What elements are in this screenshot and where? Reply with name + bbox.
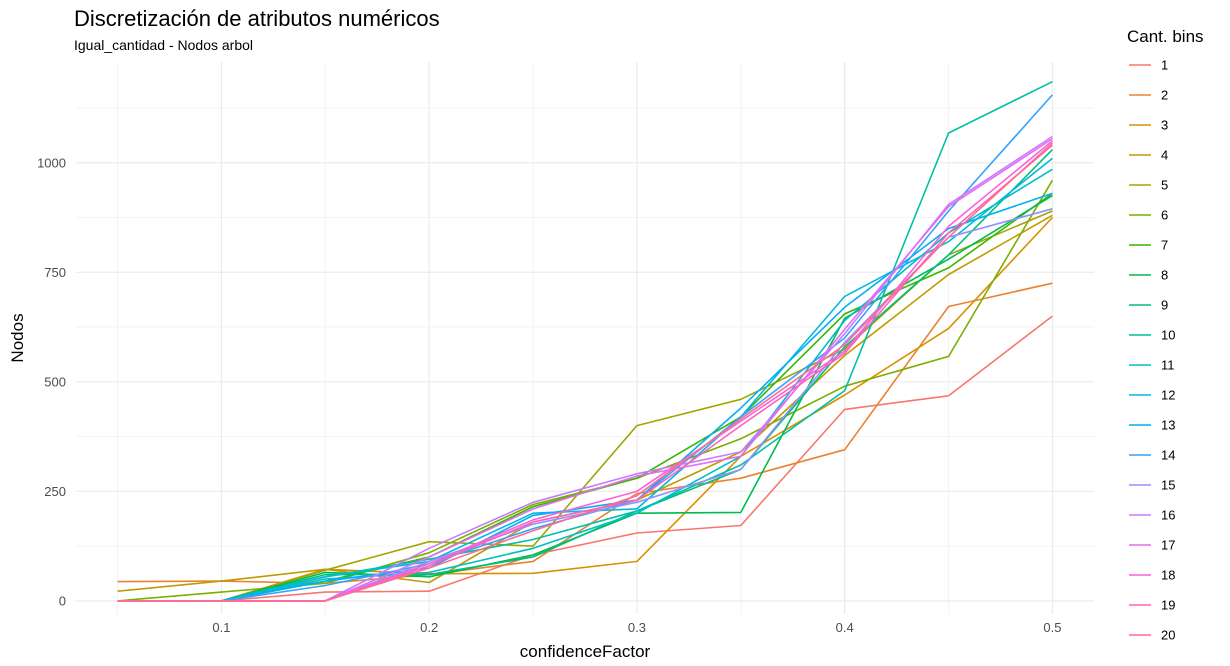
legend-label-19: 19 <box>1161 598 1175 613</box>
x-axis-title: confidenceFactor <box>520 642 651 661</box>
series-line-5 <box>117 210 1053 602</box>
y-axis-ticks: 0 250 500 750 1000 <box>37 155 66 608</box>
legend-label-2: 2 <box>1161 88 1168 103</box>
series-line-20 <box>117 142 1053 602</box>
legend-label-17: 17 <box>1161 538 1175 553</box>
legend-label-16: 16 <box>1161 508 1175 523</box>
legend-label-6: 6 <box>1161 208 1168 223</box>
legend-label-13: 13 <box>1161 418 1175 433</box>
x-tick-label: 0.3 <box>628 620 646 635</box>
series-lines <box>117 80 1054 602</box>
legend-label-5: 5 <box>1161 178 1168 193</box>
legend-title: Cant. bins <box>1127 27 1204 46</box>
y-tick-label: 250 <box>44 484 66 499</box>
legend-label-12: 12 <box>1161 388 1175 403</box>
legend-label-1: 1 <box>1161 58 1168 73</box>
legend-label-14: 14 <box>1161 448 1175 463</box>
y-axis-title: Nodos <box>8 313 27 362</box>
series-line-6 <box>117 179 1054 602</box>
chart-subtitle: Igual_cantidad - Nodos arbol <box>74 37 253 53</box>
legend-label-7: 7 <box>1161 238 1168 253</box>
x-tick-label: 0.4 <box>836 620 854 635</box>
legend-label-9: 9 <box>1161 298 1168 313</box>
y-tick-label: 750 <box>44 265 66 280</box>
legend-label-10: 10 <box>1161 328 1175 343</box>
legend-label-15: 15 <box>1161 478 1175 493</box>
series-line-10 <box>117 80 1053 602</box>
y-tick-label: 500 <box>44 374 66 389</box>
x-tick-label: 0.5 <box>1043 620 1061 635</box>
x-axis-ticks: 0.1 0.2 0.3 0.4 0.5 <box>212 620 1061 635</box>
series-line-2 <box>117 282 1053 585</box>
y-tick-label: 0 <box>59 593 66 608</box>
legend-label-4: 4 <box>1161 148 1168 163</box>
legend-label-18: 18 <box>1161 568 1175 583</box>
series-line-15 <box>117 208 1053 602</box>
x-tick-label: 0.1 <box>212 620 230 635</box>
series-line-1 <box>117 315 1053 602</box>
series-line-18 <box>117 140 1053 602</box>
series-line-14 <box>117 94 1053 602</box>
legend-label-8: 8 <box>1161 268 1168 283</box>
series-line-9 <box>117 149 1053 602</box>
legend-label-3: 3 <box>1161 118 1168 133</box>
series-line-19 <box>117 144 1053 602</box>
chart-title: Discretización de atributos numéricos <box>74 6 440 31</box>
series-line-11 <box>117 168 1053 602</box>
legend-label-20: 20 <box>1161 628 1175 643</box>
y-tick-label: 1000 <box>37 155 66 170</box>
legend-label-11: 11 <box>1161 358 1175 373</box>
x-tick-label: 0.2 <box>420 620 438 635</box>
